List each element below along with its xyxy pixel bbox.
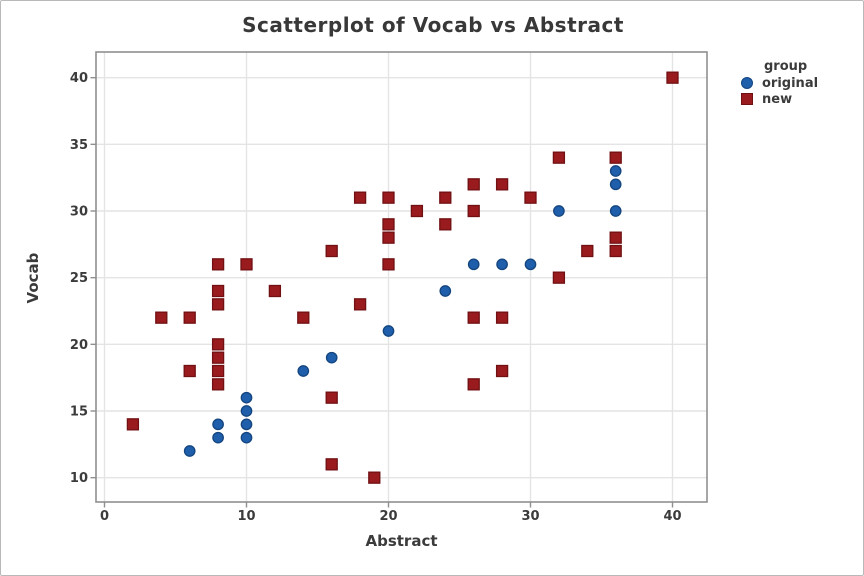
legend: group original new [738,59,818,107]
original-data-point [609,205,622,217]
new-data-point [382,258,395,271]
new-data-point [495,364,509,378]
tick-label-y: 30 [70,205,88,220]
original-data-point [212,431,224,444]
new-data-point [368,471,381,484]
legend-item-new: new [738,91,818,107]
new-data-point [609,151,622,164]
legend-title: group [764,59,808,74]
original-data-point [496,258,508,271]
original-data-point [609,178,622,191]
new-data-point [609,244,622,258]
original-data-point [183,445,196,457]
new-data-point [211,338,225,351]
tick-label-y: 40 [70,71,88,86]
legend-label-original: original [762,75,819,91]
new-data-point [495,311,509,324]
tick-label-x: 0 [100,509,109,524]
new-data-point [581,244,594,258]
new-data-point [126,418,140,431]
new-data-point [439,218,452,231]
new-data-point [410,204,424,218]
new-data-point [382,191,395,204]
new-data-point [353,298,367,311]
new-data-point [467,378,480,391]
tick-label-x: 40 [663,509,681,524]
new-data-point [297,311,310,324]
new-data-point [325,391,338,404]
new-data-point [353,191,367,204]
new-data-point [524,191,537,204]
tick-label-y: 15 [70,405,88,420]
original-data-point [240,391,253,404]
new-data-point [325,244,338,258]
original-data-point [212,418,224,431]
tick-label-x: 30 [521,509,539,524]
new-data-point [609,231,622,244]
new-data-point [211,378,225,391]
tick-label-y: 10 [70,471,88,486]
new-data-point [240,258,253,271]
new-data-point [467,178,480,191]
new-data-point [467,204,480,218]
legend-item-original: original [738,75,818,91]
tick-label-x: 10 [237,509,255,524]
new-data-point [467,311,480,324]
new-data-point [211,351,225,364]
new-data-point [183,364,196,378]
new-data-point [439,191,452,204]
new-data-point [211,258,225,271]
original-data-point [240,431,253,444]
original-data-point [609,165,622,177]
new-data-point [183,311,196,324]
tick-label-y: 20 [70,338,88,353]
original-data-point [467,258,480,271]
tick-label-y: 35 [70,138,88,153]
new-data-point [211,298,225,311]
new-data-point [666,71,679,84]
new-data-point [552,151,566,164]
new-data-point [382,218,395,231]
new-data-point [382,231,395,244]
tick-label-y: 25 [70,271,88,286]
legend-label-new: new [762,91,793,107]
original-data-point [297,365,310,377]
new-data-point [495,178,509,191]
original-data-point [240,418,253,431]
new-data-point [552,271,566,284]
original-data-point [240,405,253,417]
x-axis-label: Abstract [365,532,438,550]
new-data-point [211,284,225,298]
new-data-point [155,311,168,324]
new-data-point [268,284,282,298]
chart-title: Scatterplot of Vocab vs Abstract [242,13,624,37]
new-square-marker-icon [741,93,753,105]
new-data-point [211,364,225,378]
new-data-point [325,458,338,471]
tick-label-x: 20 [379,509,397,524]
original-data-point [553,205,565,217]
original-circle-marker-icon [741,77,753,89]
original-data-point [439,285,452,297]
original-data-point [524,258,537,271]
original-data-point [382,325,395,337]
original-data-point [325,351,338,364]
